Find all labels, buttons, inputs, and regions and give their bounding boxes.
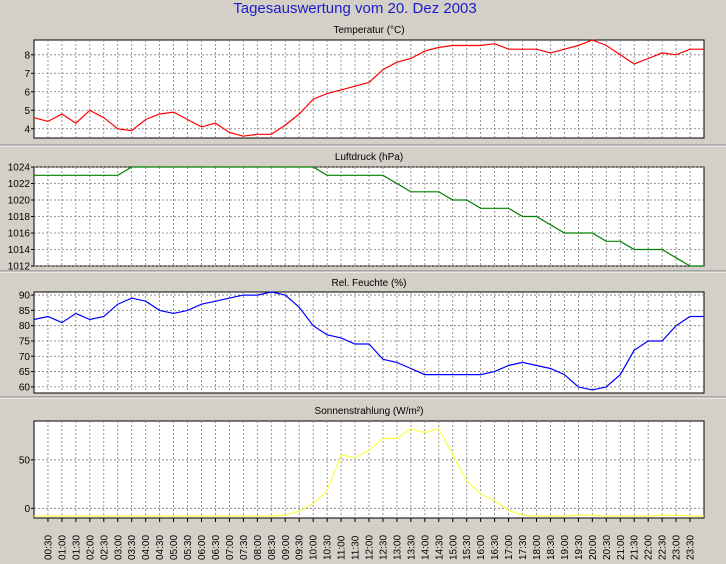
temperature-horizontal-grid: 4 5 6 7 8: [24, 50, 704, 135]
x-tick-label: 05:30: [183, 535, 194, 560]
x-tick-label: 00:30: [43, 535, 54, 560]
temperature-y-tick-label: 4: [24, 124, 30, 135]
solar-vertical-grid: [47, 421, 691, 518]
temperature-panel: Temperatur (°C) 4 5 6 7 8: [0, 25, 726, 147]
x-tick-label: 19:30: [574, 535, 585, 560]
x-tick-label: 11:00: [337, 535, 348, 560]
humidity-y-tick-label: 80: [19, 321, 31, 332]
pressure-y-tick-label: 1020: [8, 196, 31, 207]
x-tick-label: 10:00: [309, 535, 320, 560]
x-tick-label: 22:30: [658, 535, 669, 560]
x-tick-label: 16:30: [490, 535, 501, 560]
humidity-y-tick-label: 65: [19, 367, 31, 378]
x-tick-label: 20:30: [602, 535, 613, 560]
temperature-y-tick-label: 5: [24, 106, 30, 117]
x-tick-label: 07:30: [239, 535, 250, 560]
x-tick-label: 20:00: [588, 535, 599, 560]
x-tick-label: 08:30: [267, 535, 278, 560]
x-tick-label: 04:00: [141, 535, 152, 560]
x-tick-label: 10:30: [323, 535, 334, 560]
humidity-y-tick-label: 85: [19, 306, 31, 317]
temperature-y-tick-label: 8: [24, 50, 30, 61]
x-tick-label: 14:00: [420, 535, 431, 560]
humidity-chart-title: Rel. Feuchte (%): [331, 278, 406, 289]
x-tick-label: 02:00: [85, 535, 96, 560]
x-tick-label: 15:30: [462, 535, 473, 560]
x-tick-label: 12:30: [378, 535, 389, 560]
temperature-y-tick-label: 7: [24, 69, 30, 80]
x-tick-label: 03:00: [113, 535, 124, 560]
x-tick-label: 07:00: [225, 535, 236, 560]
humidity-vertical-grid: [47, 292, 691, 393]
x-tick-label: 17:30: [518, 535, 529, 560]
pressure-y-tick-label: 1014: [8, 245, 31, 256]
solar-y-tick-label: 50: [19, 455, 31, 466]
x-tick-label: 01:00: [57, 535, 68, 560]
x-tick-label: 22:00: [644, 535, 655, 560]
x-tick-label: 16:00: [476, 535, 487, 560]
humidity-horizontal-grid: 60 65 70 75 80 85 90: [19, 291, 704, 393]
x-tick-label: 18:30: [546, 535, 557, 560]
temperature-chart-title: Temperatur (°C): [333, 25, 404, 36]
temperature-series-line: [33, 39, 704, 137]
x-tick-label: 12:00: [365, 535, 376, 560]
page-title: Tagesauswertung vom 20. Dez 2003: [233, 0, 476, 17]
x-tick-label: 09:30: [295, 535, 306, 560]
solar-panel: Sonnenstrahlung (W/m²) 0 50: [19, 406, 705, 519]
x-tick-label: 17:00: [504, 535, 515, 560]
humidity-y-tick-label: 90: [19, 291, 31, 302]
pressure-panel: Luftdruck (hPa)1012101410161018102010221…: [0, 152, 726, 273]
x-tick-label: 06:00: [197, 535, 208, 560]
x-tick-label: 05:00: [169, 535, 180, 560]
pressure-y-tick-label: 1012: [8, 262, 31, 273]
x-tick-label: 03:30: [127, 535, 138, 560]
solar-chart-title: Sonnenstrahlung (W/m²): [315, 406, 424, 417]
x-tick-label: 13:00: [392, 535, 403, 560]
pressure-y-tick-label: 1016: [8, 229, 31, 240]
x-tick-label: 06:30: [211, 535, 222, 560]
x-tick-label: 15:00: [448, 535, 459, 560]
temperature-vertical-grid: [47, 40, 691, 138]
solar-series-line: [34, 428, 704, 517]
x-tick-label: 11:30: [351, 535, 362, 560]
x-tick-label: 18:00: [532, 535, 543, 560]
x-axis-labels: 00:30 01:00 01:30 02:00 02:30 03:00 03:30 04:00…: [43, 518, 697, 560]
pressure-chart-title: Luftdruck (hPa): [335, 152, 403, 163]
x-tick-label: 01:30: [71, 535, 82, 560]
humidity-panel: Rel. Feuchte (%) 60 65 70 75 80 85 90: [0, 278, 726, 399]
pressure-y-tick-label: 1024: [8, 163, 31, 174]
x-tick-label: 02:30: [99, 535, 110, 560]
x-tick-label: 09:00: [281, 535, 292, 560]
temperature-y-tick-label: 6: [24, 87, 30, 98]
x-tick-label: 14:30: [434, 535, 445, 560]
humidity-y-tick-label: 70: [19, 352, 31, 363]
pressure-y-tick-label: 1018: [8, 212, 31, 223]
solar-y-tick-label: 0: [24, 504, 30, 515]
pressure-series-line: [34, 166, 704, 267]
x-tick-label: 21:00: [616, 535, 627, 560]
pressure-horizontal-grid: 1012 1014 1016 1018 1020 1022 1024: [8, 163, 704, 273]
x-tick-label: 23:00: [672, 535, 683, 560]
x-tick-label: 13:30: [406, 535, 417, 560]
x-tick-label: 21:30: [630, 535, 641, 560]
x-tick-label: 04:30: [155, 535, 166, 560]
x-tick-label: 08:00: [253, 535, 264, 560]
humidity-series-line: [33, 291, 704, 391]
humidity-y-tick-label: 60: [19, 382, 31, 393]
x-tick-label: 19:00: [560, 535, 571, 560]
humidity-y-tick-label: 75: [19, 336, 31, 347]
solar-horizontal-grid: 0 50: [19, 455, 704, 515]
x-tick-label: 23:30: [686, 535, 697, 560]
pressure-y-tick-label: 1022: [8, 179, 31, 190]
